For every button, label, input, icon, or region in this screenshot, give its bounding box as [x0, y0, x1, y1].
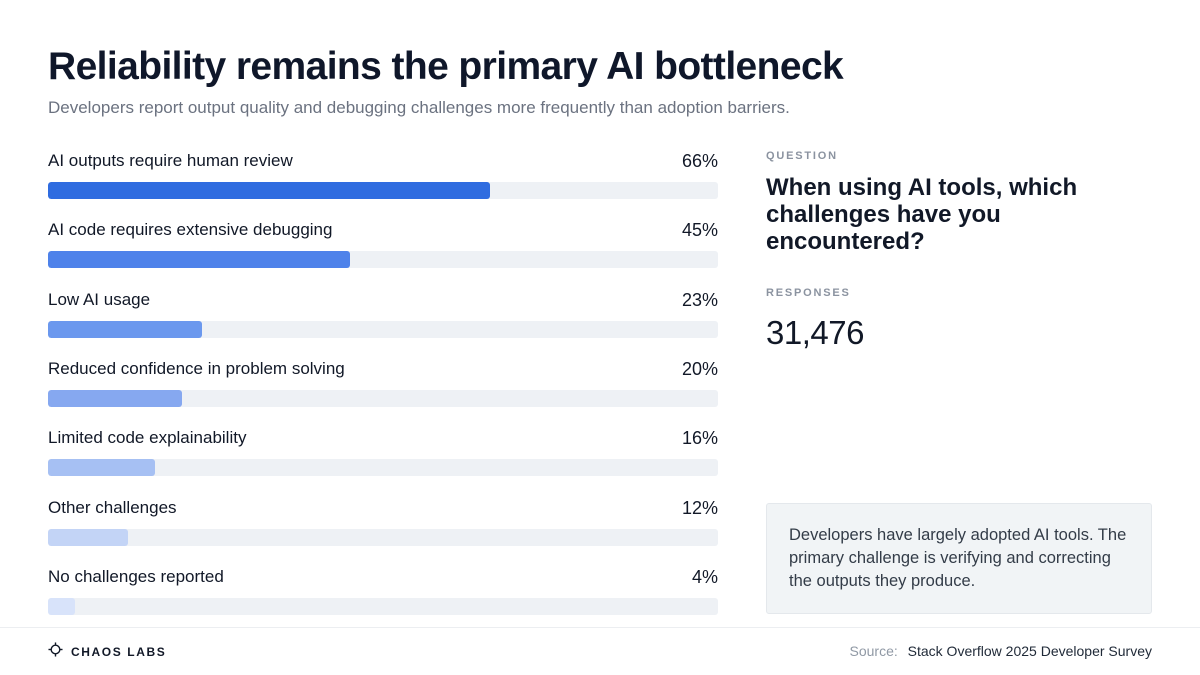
brand-name: CHAOS LABS — [71, 645, 167, 659]
bar-row: AI outputs require human review 66% — [48, 148, 718, 200]
question-text: When using AI tools, which challenges ha… — [766, 174, 1078, 255]
bar-label: No challenges reported — [48, 566, 224, 586]
bar-value-label: 23% — [681, 289, 718, 310]
bar-value-label: 16% — [681, 428, 718, 449]
bar — [48, 389, 182, 407]
bar-row: Limited code explainability 16% — [48, 425, 718, 477]
bar-label: Limited code explainability — [48, 428, 247, 448]
bar-value-label: 66% — [681, 151, 718, 171]
responses-label: RESPONSES — [766, 287, 851, 299]
brand: CHAOS LABS — [48, 642, 166, 662]
responses-count: 31,476 — [766, 314, 864, 351]
bar-track — [48, 389, 718, 407]
chaos-labs-logo-icon — [48, 642, 63, 662]
bar-track — [48, 320, 718, 338]
bar — [48, 459, 156, 477]
bar-track — [48, 528, 718, 546]
chart-subtitle: Developers report output quality and deb… — [48, 98, 790, 117]
bar-row: No challenges reported 4% — [48, 564, 718, 616]
bar-value-label: 12% — [681, 497, 718, 518]
bar — [48, 182, 491, 199]
bar-label: AI code requires extensive debugging — [48, 220, 333, 240]
bar-track — [48, 251, 718, 269]
insight-note: Developers have largely adopted AI tools… — [766, 503, 1152, 614]
bar-label: Reduced confidence in problem solving — [48, 358, 345, 378]
question-label: QUESTION — [766, 150, 838, 162]
bar-row: Reduced confidence in problem solving 20% — [48, 356, 718, 408]
source-line: Source: Stack Overflow 2025 Developer Su… — [850, 642, 1152, 660]
question-panel: QUESTION When using AI tools, which chal… — [766, 148, 1152, 351]
bar-row: AI code requires extensive debugging 45% — [48, 217, 718, 269]
bar — [48, 251, 350, 269]
bar-row: Other challenges 12% — [48, 495, 718, 547]
bar-row: Low AI usage 23% — [48, 287, 718, 339]
bar-chart: AI outputs require human review 66% AI cod… — [48, 148, 718, 618]
bar-track — [48, 459, 718, 477]
footer-divider — [0, 627, 1200, 628]
bar-value-label: 20% — [681, 358, 718, 379]
source-name: Stack Overflow 2025 Developer Survey — [907, 643, 1152, 659]
chart-title: Reliability remains the primary AI bottl… — [48, 45, 844, 88]
bar — [48, 320, 203, 338]
bar-label: AI outputs require human review — [48, 151, 293, 170]
bar-value-label: 45% — [681, 220, 718, 241]
bar-track — [48, 597, 718, 615]
bar-label: Low AI usage — [48, 289, 151, 309]
bar-label: Other challenges — [48, 497, 177, 517]
bar-track — [48, 182, 718, 199]
bar — [48, 528, 129, 546]
source-label: Source: — [849, 643, 898, 659]
bar — [48, 597, 75, 615]
bar-value-label: 4% — [691, 566, 718, 587]
